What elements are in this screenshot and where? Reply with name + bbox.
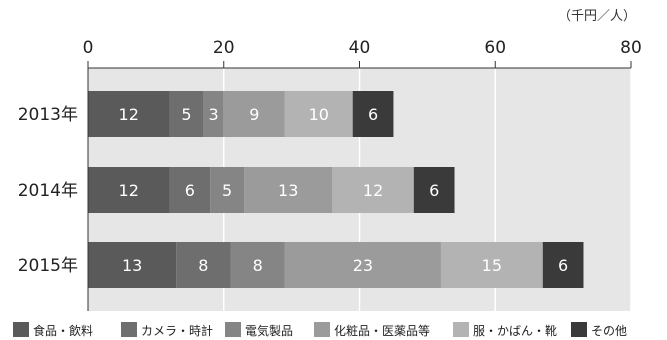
bar-segment bbox=[223, 91, 285, 137]
data-label: 12 bbox=[119, 105, 139, 124]
data-label: 13 bbox=[278, 181, 298, 200]
legend-swatch bbox=[225, 322, 241, 337]
data-label: 13 bbox=[122, 256, 142, 275]
legend-label: カメラ・時計 bbox=[141, 323, 213, 338]
data-label: 5 bbox=[181, 105, 191, 124]
legend-swatch bbox=[571, 322, 587, 337]
legend-label: 服・かばん・靴 bbox=[473, 324, 557, 338]
bar-segment bbox=[352, 91, 394, 137]
bars: 12 5 3 9 10 612 6 5 13 12 613 8 8 23 15 6 bbox=[88, 91, 584, 288]
category-labels: 2013年 2014年 2015年 bbox=[18, 105, 78, 276]
data-label: 12 bbox=[119, 181, 139, 200]
data-label: 6 bbox=[368, 105, 378, 124]
x-tick-labels: 0 20 40 60 80 bbox=[83, 38, 642, 69]
legend-label: 電気製品 bbox=[245, 323, 293, 338]
data-label: 9 bbox=[249, 105, 259, 124]
category-label: 2013年 bbox=[18, 105, 78, 125]
bar-segment bbox=[440, 242, 543, 288]
bar-segment bbox=[203, 91, 224, 137]
legend-swatch bbox=[453, 322, 469, 337]
bar-segment bbox=[169, 91, 204, 137]
legend-label: 食品・飲料 bbox=[33, 323, 93, 338]
bar-segment bbox=[284, 91, 353, 137]
x-tick-label: 60 bbox=[484, 38, 506, 58]
bar-segment bbox=[244, 167, 333, 213]
bar-segment bbox=[210, 167, 245, 213]
legend-label: その他 bbox=[591, 324, 627, 338]
legend-swatch bbox=[13, 322, 29, 337]
x-tick-label: 40 bbox=[349, 38, 371, 58]
data-label: 15 bbox=[482, 256, 502, 275]
x-tick-label: 0 bbox=[83, 38, 94, 58]
x-tick-label: 80 bbox=[620, 38, 642, 58]
bar-segment bbox=[332, 167, 414, 213]
bar-segment bbox=[413, 167, 455, 213]
data-label: 6 bbox=[429, 181, 439, 200]
data-label: 3 bbox=[208, 105, 218, 124]
bar-segment bbox=[88, 167, 170, 213]
bar-segment bbox=[230, 242, 285, 288]
legend: 食品・飲料 カメラ・時計 電気製品 化粧品・医薬品等 服・かばん・靴 その他 bbox=[13, 322, 627, 338]
category-label: 2015年 bbox=[18, 256, 78, 276]
x-tick-label: 20 bbox=[213, 38, 235, 58]
data-label: 8 bbox=[198, 256, 208, 275]
bar-segment bbox=[542, 242, 584, 288]
data-label: 5 bbox=[222, 181, 232, 200]
bar-segment bbox=[169, 167, 211, 213]
bar-segment bbox=[284, 242, 441, 288]
data-label: 12 bbox=[363, 181, 383, 200]
legend-label: 化粧品・医薬品等 bbox=[334, 324, 430, 338]
data-label: 23 bbox=[353, 256, 373, 275]
bar-segment bbox=[176, 242, 231, 288]
data-label: 6 bbox=[185, 181, 195, 200]
legend-swatch bbox=[314, 322, 330, 337]
category-label: 2014年 bbox=[18, 181, 78, 201]
bar-segment bbox=[88, 91, 170, 137]
data-label: 8 bbox=[253, 256, 263, 275]
unit-label: （千円／人） bbox=[558, 9, 636, 24]
data-label: 6 bbox=[558, 256, 568, 275]
data-label: 10 bbox=[309, 105, 329, 124]
bar-segment bbox=[88, 242, 177, 288]
legend-swatch bbox=[121, 322, 137, 337]
